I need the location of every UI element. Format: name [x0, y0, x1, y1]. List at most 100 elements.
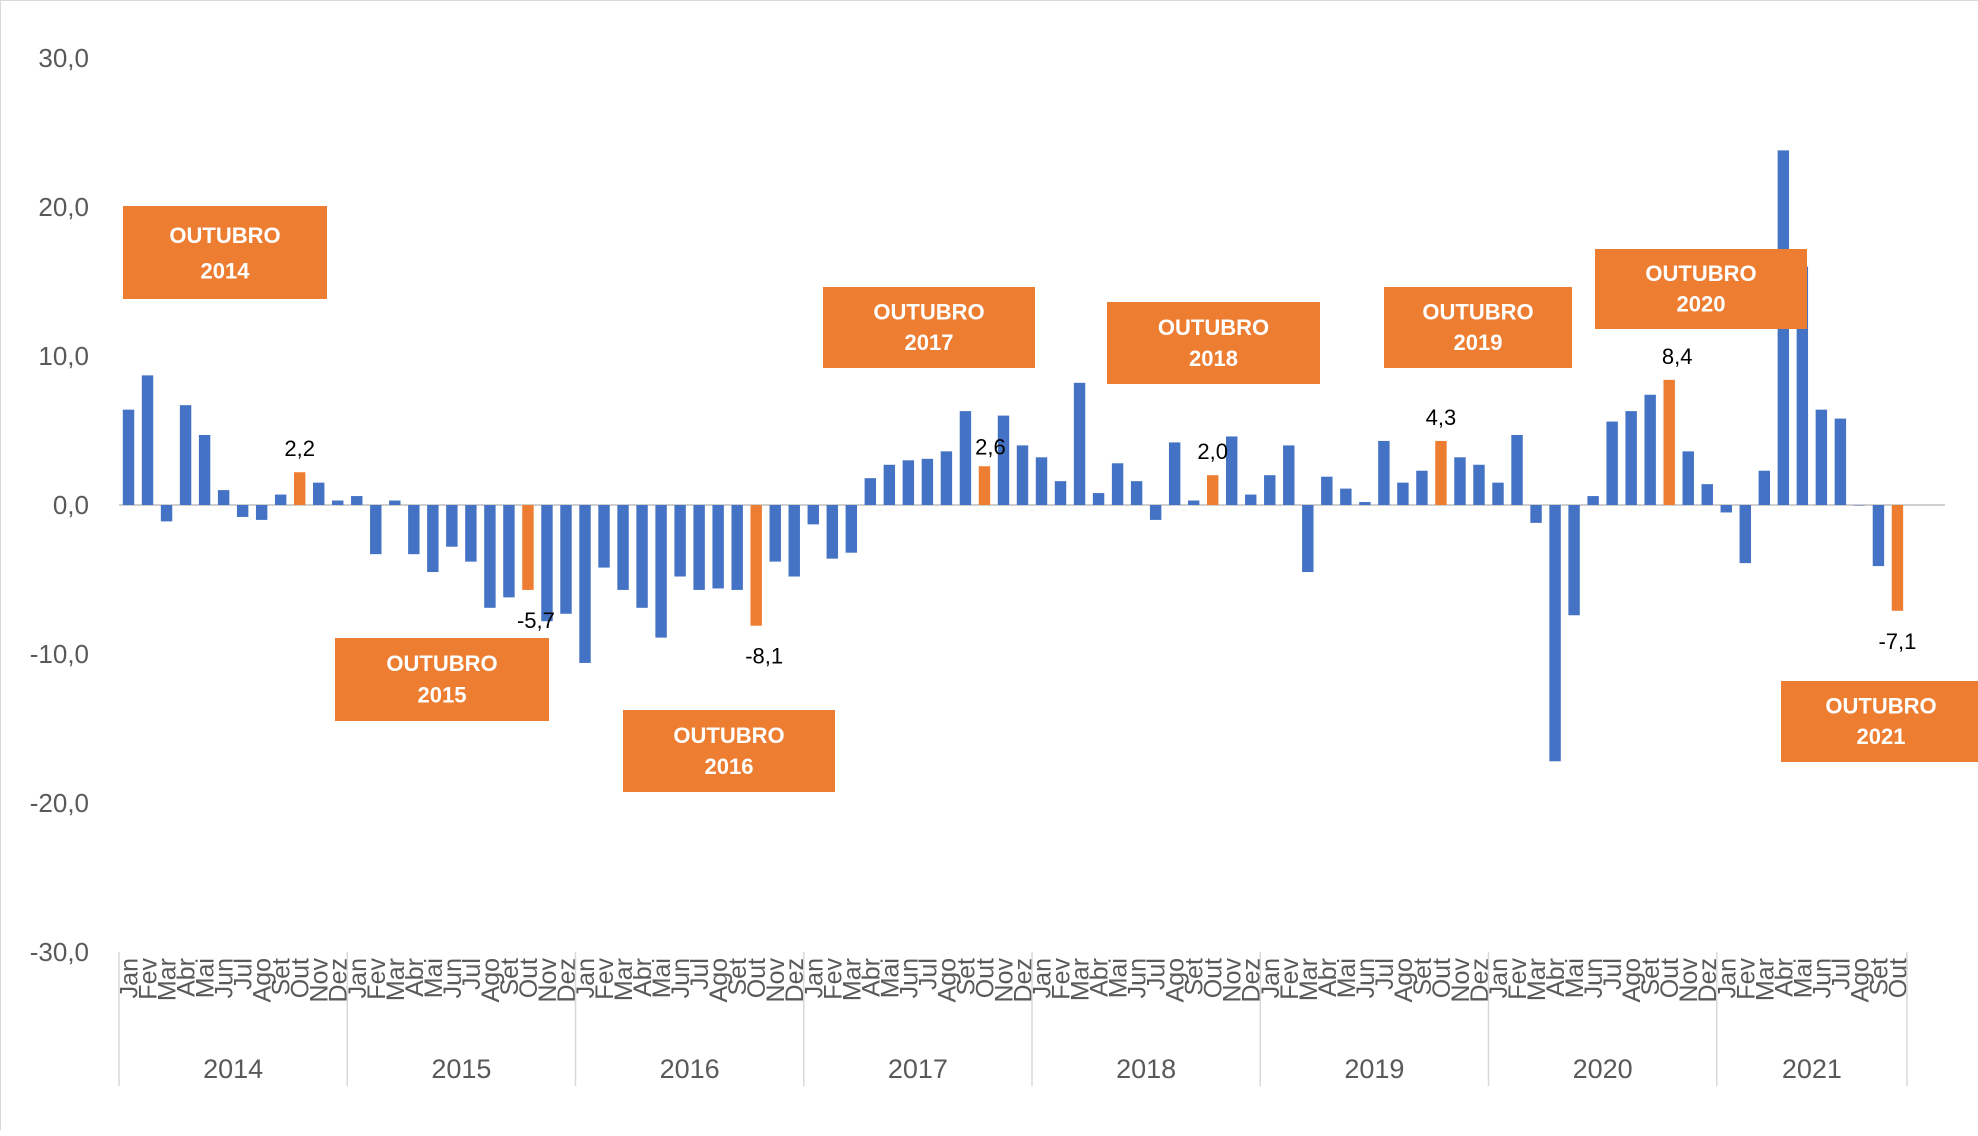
x-month-label: Ago: [1618, 958, 1646, 1002]
x-month-label: Jul: [1827, 958, 1855, 990]
y-tick-label: -10,0: [30, 639, 89, 669]
x-month-label: Ago: [933, 958, 961, 1002]
x-month-label: Jun: [211, 958, 239, 998]
data-label: -7,1: [1878, 629, 1916, 654]
bar: [1682, 451, 1694, 505]
bar: [1302, 505, 1314, 573]
bar: [579, 505, 591, 663]
x-month-label: Mai: [1105, 958, 1133, 998]
bar-october: [978, 466, 991, 505]
x-month-label: Out: [971, 958, 999, 998]
annotation-title: OUTUBRO: [1645, 261, 1756, 286]
bar: [940, 451, 953, 505]
annotation-box: [623, 710, 835, 792]
x-month-label: Abr: [857, 958, 885, 997]
x-month-label: Ago: [477, 958, 505, 1002]
x-year-label: 2020: [1573, 1054, 1633, 1084]
x-month-label: Mar: [1067, 958, 1095, 1001]
y-tick-label: 30,0: [38, 43, 89, 73]
x-month-label: Out: [1656, 958, 1684, 998]
x-month-label: Out: [1884, 958, 1912, 998]
x-month-label: Ago: [705, 958, 733, 1002]
bar: [274, 494, 287, 505]
x-month-label: Ago: [1846, 958, 1874, 1002]
x-month-label: Out: [515, 958, 543, 998]
x-year-label: 2021: [1782, 1054, 1842, 1084]
bar: [560, 505, 572, 614]
bar: [1168, 442, 1181, 505]
x-month-label: Mar: [382, 958, 410, 1001]
annotation-title: OUTUBRO: [673, 723, 784, 748]
x-month-label: Fev: [1048, 958, 1076, 1000]
annotation-box: [1384, 287, 1572, 368]
x-month-label: Ago: [1390, 958, 1418, 1002]
x-month-label: Fev: [591, 958, 619, 1000]
x-month-label: Jul: [458, 958, 486, 990]
x-month-label: Dez: [781, 958, 809, 1002]
bar: [313, 482, 325, 505]
x-month-label: Nov: [534, 958, 562, 1003]
x-month-label: Set: [952, 958, 980, 996]
bar: [122, 409, 135, 505]
bar: [541, 505, 553, 622]
y-tick-label: 20,0: [38, 192, 89, 222]
x-month-label: Set: [496, 958, 524, 996]
bar: [1187, 500, 1200, 505]
bar: [179, 405, 192, 505]
x-month-label: Jan: [800, 958, 828, 998]
bar: [617, 505, 629, 590]
x-month-label: Mai: [876, 958, 904, 998]
bar: [731, 505, 743, 590]
bar: [959, 411, 972, 505]
x-month-label: Nov: [1675, 958, 1703, 1003]
y-tick-label: 10,0: [38, 341, 89, 371]
bar: [1149, 505, 1162, 520]
annotation-title: OUTUBRO: [386, 651, 497, 676]
x-month-label: Jul: [914, 958, 942, 990]
x-month-label: Abr: [629, 958, 657, 997]
annotation-year: 2015: [418, 683, 467, 708]
x-month-label: Mai: [192, 958, 220, 998]
bar: [1359, 502, 1371, 505]
x-month-label: Mar: [610, 958, 638, 1001]
bar: [1530, 505, 1542, 523]
x-month-label: Nov: [990, 958, 1018, 1003]
data-label: 8,4: [1662, 344, 1693, 369]
bar: [217, 490, 230, 505]
data-label: 2,0: [1197, 439, 1228, 464]
x-year-label: 2018: [1116, 1054, 1176, 1084]
bar: [198, 434, 211, 505]
bar: [1226, 436, 1238, 505]
bar: [636, 505, 648, 608]
x-month-label: Set: [1181, 958, 1209, 996]
x-month-label: Mar: [838, 958, 866, 1001]
x-month-label: Dez: [325, 958, 353, 1002]
bar: [389, 500, 401, 505]
bar: [1378, 440, 1390, 505]
bar: [1264, 475, 1276, 505]
x-month-label: Ago: [1162, 958, 1190, 1002]
bar: [1130, 481, 1143, 505]
bar: [769, 505, 781, 562]
bar: [807, 505, 819, 525]
annotation-box: [1595, 249, 1807, 329]
x-month-label: Set: [1865, 958, 1893, 996]
x-month-label: Mai: [648, 958, 676, 998]
x-month-label: Jul: [1143, 958, 1171, 990]
bar: [598, 505, 610, 568]
bar: [1758, 470, 1771, 505]
bar: [864, 478, 877, 505]
x-month-label: Jul: [686, 958, 714, 990]
bar: [1872, 505, 1885, 567]
x-month-label: Mar: [1295, 958, 1323, 1001]
bar: [1720, 505, 1732, 513]
bar: [826, 505, 838, 559]
x-month-label: Set: [1637, 958, 1665, 996]
bar: [1016, 445, 1029, 505]
x-month-label: Jan: [116, 958, 144, 998]
bar: [1815, 409, 1828, 505]
x-month-label: Set: [268, 958, 296, 996]
bar: [1454, 457, 1466, 505]
x-month-label: Abr: [173, 958, 201, 997]
bar: [1511, 434, 1523, 505]
